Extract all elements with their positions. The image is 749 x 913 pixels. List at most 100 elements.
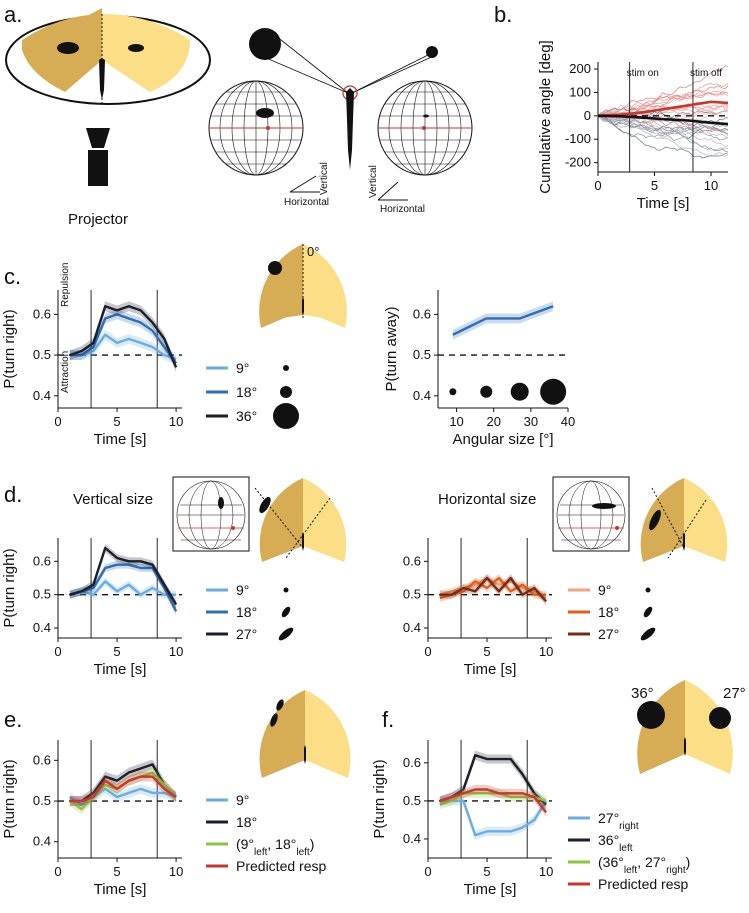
horizontal-label-left: Horizontal <box>284 197 329 208</box>
y-tick-label: 200 <box>569 61 591 76</box>
x-tick-label: 10 <box>169 864 183 879</box>
legend-stimulus-dot <box>273 403 299 429</box>
x-tick-label: 20 <box>486 414 500 429</box>
series-lime-line <box>439 792 547 806</box>
y-tick-label: 0.5 <box>403 587 421 602</box>
series-light_blue-band <box>69 329 177 365</box>
trajectory <box>597 114 729 141</box>
legend-label: 9° <box>236 792 249 808</box>
x-tick-label: 5 <box>483 644 490 659</box>
series-red-line <box>439 788 548 814</box>
x-tick-label: 0 <box>424 644 431 659</box>
globe-inset-horizontal <box>552 476 630 552</box>
y-axis-label: P(turn right) <box>1 759 18 838</box>
chart-b: 0 5 10 -200 -100 0 100 200 Time [s] Cumulative an… <box>537 40 729 212</box>
y-tick-label: 0.5 <box>413 347 431 362</box>
legend-stimulus-dot <box>643 606 653 618</box>
legend-label: Predicted resp <box>236 858 326 874</box>
deg-right-label: 27° <box>723 685 746 702</box>
fly-view-diagram: Horizontal Vertical Horizontal Vertical <box>208 28 473 215</box>
legend-label: 27° <box>236 626 257 642</box>
y-tick-label: 100 <box>569 84 591 99</box>
y-tick-label: 0.6 <box>33 553 51 568</box>
x-axis-label: Time [s] <box>637 195 690 212</box>
pacman-e <box>259 690 351 778</box>
panel-label-b: b. <box>494 2 512 27</box>
legend-d-left: 9° 18° 27° <box>206 582 294 642</box>
panel-label-c: c. <box>4 264 21 289</box>
y-tick-label: -200 <box>565 155 591 170</box>
angular-size-curve-line <box>452 305 554 336</box>
x-tick-label: 5 <box>113 644 120 659</box>
series-dark_navy-line <box>69 763 177 803</box>
pacman-d-horizontal <box>640 478 728 562</box>
legend-label: 36°left <box>598 832 633 854</box>
globe-right <box>377 80 473 176</box>
legend-stimulus-dot <box>283 365 289 371</box>
horizontal-label-right: Horizontal <box>380 204 425 215</box>
panel-label-a: a. <box>4 2 22 27</box>
y-tick-label: 0.6 <box>403 755 421 770</box>
trajectory <box>597 114 729 148</box>
x-tick-label: 10 <box>539 864 553 879</box>
legend-label: 18° <box>236 814 257 830</box>
y-tick-label: 0.6 <box>413 306 431 321</box>
legend-label: Predicted resp <box>598 876 688 892</box>
black-mean-line <box>597 114 729 126</box>
x-axis-label: Angular size [°] <box>452 431 553 448</box>
y-tick-label: 0.4 <box>403 620 421 635</box>
legend-stimulus-dot <box>281 606 291 618</box>
series-light_blue-band <box>439 796 547 840</box>
series-mid_blue-line <box>69 563 178 612</box>
series-dark_navy-band <box>69 544 177 609</box>
size-dot <box>510 382 529 401</box>
series-light_blue-line <box>69 580 177 596</box>
legend-label: 9° <box>598 582 611 598</box>
series-mid_blue-line <box>69 313 178 364</box>
y-tick-label: 0.5 <box>33 587 51 602</box>
x-axis-label: Time [s] <box>94 431 147 448</box>
panel-label-d: d. <box>4 482 22 507</box>
y-tick-label: 0.6 <box>403 553 421 568</box>
y-tick-label: 0.6 <box>33 306 51 321</box>
stimulus-right <box>128 44 144 52</box>
chart-f: 0 5 10 0.4 0.5 0.6 Time [s] P(turn right) <box>371 740 553 898</box>
stimulus-left <box>57 42 79 54</box>
y-axis-label: P(turn right) <box>1 548 18 627</box>
red-mean-line <box>597 100 729 118</box>
trajectory <box>597 115 729 134</box>
y-axis-label: P(turn right) <box>371 759 388 838</box>
trajectory <box>597 115 729 152</box>
y-tick-label: 0.5 <box>33 793 51 808</box>
stim-annotation: stim on <box>627 68 659 79</box>
y-tick-label: 0.5 <box>403 793 421 808</box>
stim-annotation: stim off <box>690 68 722 79</box>
x-tick-label: 10 <box>539 644 553 659</box>
pacman-d-vertical <box>254 478 347 562</box>
x-tick-label: 10 <box>449 414 463 429</box>
series-mid_blue-band <box>69 309 177 369</box>
fly-icon-2 <box>346 88 354 170</box>
y-tick-label: 0.4 <box>33 388 51 403</box>
legend-label: 27°right <box>598 810 639 832</box>
pacman-c: 0° <box>259 244 347 328</box>
series-dark_navy-line <box>69 305 178 368</box>
series-dark_navy-line <box>69 546 178 606</box>
x-tick-label: 0 <box>594 178 601 193</box>
chart-c-right: 10 20 30 40 0.4 0.5 0.6 Angular size [°] P(turn … <box>383 290 575 448</box>
y-axis-label: Cumulative angle [deg] <box>537 40 554 193</box>
series-brown-line <box>439 576 547 603</box>
arena-illustration <box>5 8 211 105</box>
small-dot <box>426 46 438 58</box>
y-tick-label: 0.4 <box>33 834 51 849</box>
legend-label: (9°left, 18°left) <box>236 836 314 858</box>
y-axis-label: P(turn away) <box>383 306 400 391</box>
series-red-line <box>69 775 177 803</box>
legend-stimulus-dot <box>640 627 656 641</box>
size-dot <box>449 388 457 396</box>
chart-c-left: 0 5 10 0.4 0.5 0.6 Time [s] P(turn right) <box>1 290 183 448</box>
repulsion-label: Repulsion <box>60 263 71 307</box>
x-axis-label: Time [s] <box>464 881 517 898</box>
y-tick-label: 0.4 <box>403 831 421 846</box>
